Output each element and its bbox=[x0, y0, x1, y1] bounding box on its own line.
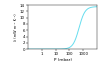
Y-axis label: λ (mW m⁻¹ K⁻¹): λ (mW m⁻¹ K⁻¹) bbox=[14, 13, 18, 41]
X-axis label: P (mbar): P (mbar) bbox=[54, 58, 72, 62]
